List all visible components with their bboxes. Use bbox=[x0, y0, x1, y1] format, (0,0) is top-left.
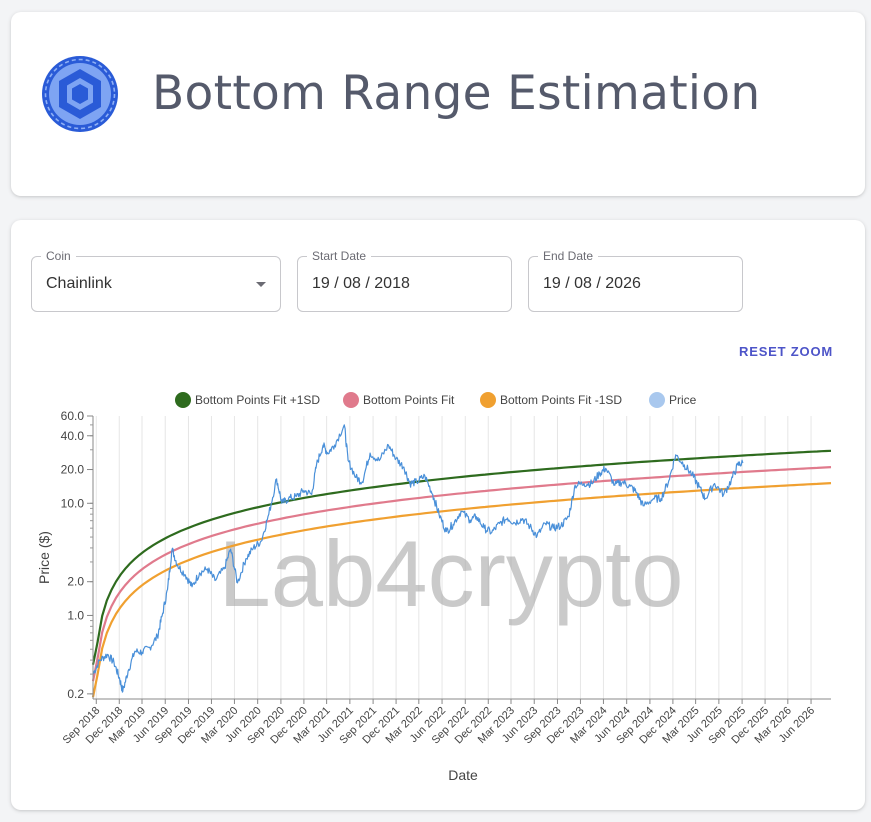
series-line-fit bbox=[91, 466, 832, 682]
watermark-text: Lab4crypto bbox=[218, 521, 683, 626]
start-date-input[interactable]: Start Date 19 / 08 / 2018 bbox=[297, 249, 512, 312]
start-date-value[interactable]: 19 / 08 / 2018 bbox=[312, 275, 410, 292]
end-date-input[interactable]: End Date 19 / 08 / 2026 bbox=[528, 249, 743, 312]
chart-grid bbox=[95, 416, 812, 699]
chart-series bbox=[91, 424, 832, 698]
end-date-label: End Date bbox=[538, 249, 599, 264]
y-tick-label: 40.0 bbox=[61, 429, 85, 443]
legend-swatch bbox=[343, 392, 359, 408]
legend-item[interactable]: Price bbox=[649, 392, 697, 408]
series-line-fit-lower bbox=[91, 482, 832, 698]
y-tick-label: 0.2 bbox=[67, 687, 84, 701]
legend-label: Price bbox=[669, 393, 697, 407]
end-date-value[interactable]: 19 / 08 / 2026 bbox=[543, 275, 641, 292]
legend-swatch bbox=[649, 392, 665, 408]
start-date-label: Start Date bbox=[307, 249, 372, 264]
header-card: Bottom Range Estimation bbox=[11, 12, 865, 196]
legend-label: Bottom Points Fit +1SD bbox=[195, 393, 320, 407]
y-tick-label: 2.0 bbox=[67, 575, 84, 589]
coin-value: Chainlink bbox=[46, 275, 112, 292]
legend-swatch bbox=[480, 392, 496, 408]
page-title: Bottom Range Estimation bbox=[152, 66, 761, 121]
legend-item[interactable]: Bottom Points Fit bbox=[343, 392, 455, 408]
y-axis-label: Price ($) bbox=[36, 531, 52, 584]
y-tick-label: 1.0 bbox=[67, 608, 84, 622]
x-axis-label: Date bbox=[448, 767, 478, 783]
legend-item[interactable]: Bottom Points Fit -1SD bbox=[480, 392, 622, 408]
chevron-down-icon[interactable] bbox=[256, 282, 266, 287]
coin-select[interactable]: Coin Chainlink bbox=[31, 249, 281, 312]
y-tick-label: 10.0 bbox=[61, 496, 85, 510]
coin-label: Coin bbox=[41, 249, 76, 264]
legend-label: Bottom Points Fit bbox=[363, 393, 455, 407]
series-line-fit-upper bbox=[91, 449, 832, 665]
chainlink-hexagon-icon bbox=[42, 56, 118, 132]
reset-zoom-button[interactable]: RESET ZOOM bbox=[739, 344, 833, 359]
chart-legend[interactable]: Bottom Points Fit +1SD Bottom Points Fit B… bbox=[175, 392, 697, 408]
chart-card: Coin Chainlink Start Date 19 / 08 / 2018… bbox=[11, 220, 865, 810]
legend-swatch bbox=[175, 392, 191, 408]
y-tick-label: 20.0 bbox=[61, 463, 85, 477]
price-chart[interactable]: Lab4crypto 60.040.020.010.02.01.00.2Sep … bbox=[11, 220, 865, 810]
legend-item[interactable]: Bottom Points Fit +1SD bbox=[175, 392, 320, 408]
legend-label: Bottom Points Fit -1SD bbox=[500, 393, 622, 407]
series-line-price bbox=[92, 424, 744, 693]
y-tick-label: 60.0 bbox=[61, 409, 85, 423]
